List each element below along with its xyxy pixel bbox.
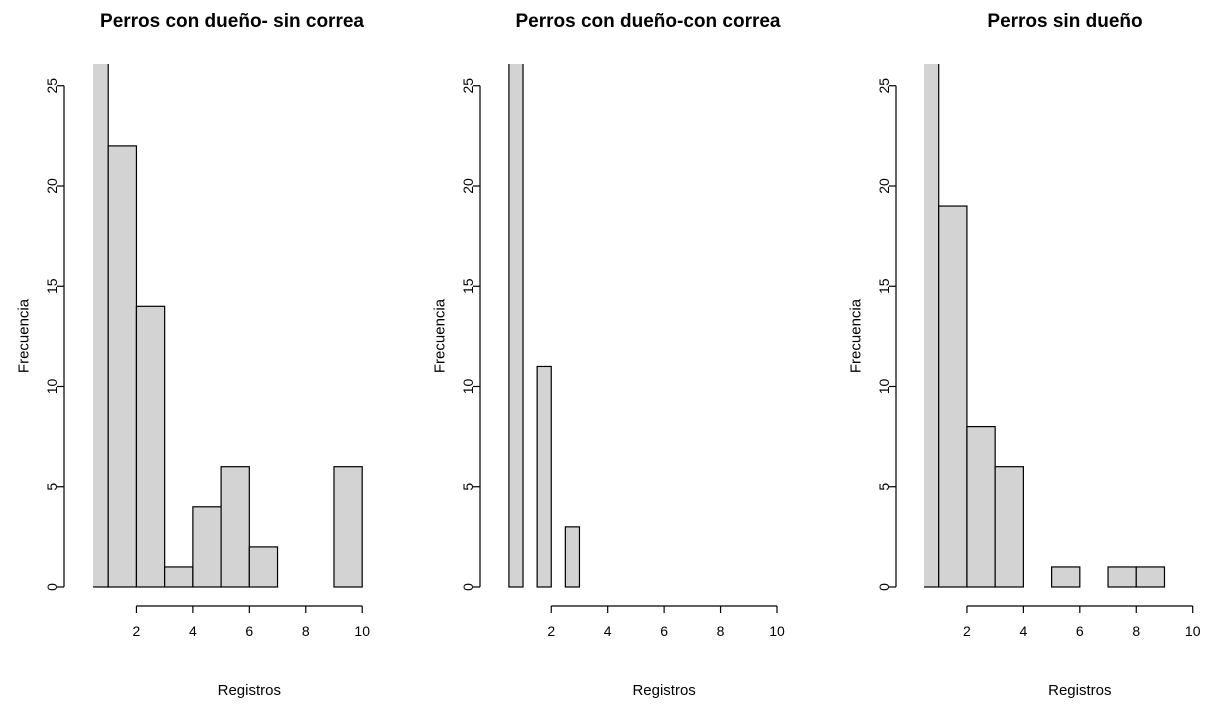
histogram-bar — [93, 64, 109, 588]
histogram-bar — [107, 145, 138, 588]
histogram-bar — [333, 466, 363, 588]
histogram-bar — [1050, 566, 1081, 588]
x-tick-label: 8 — [1132, 623, 1140, 639]
histogram-bar — [924, 64, 940, 588]
x-tick-label: 6 — [1076, 623, 1084, 639]
y-axis: 0 5 10 15 20 25 — [44, 78, 65, 591]
y-axis-label: Frecuencia — [16, 298, 33, 373]
x-axis-label: Registros — [218, 682, 281, 699]
x-tick-label: 10 — [769, 623, 785, 639]
panel-title: Perros sin dueño — [987, 11, 1142, 32]
y-tick-label: 5 — [876, 483, 892, 491]
y-tick-label: 25 — [876, 78, 892, 94]
histogram-bar — [192, 506, 222, 588]
histogram-bar — [564, 526, 581, 588]
y-tick-label: 5 — [44, 483, 60, 491]
x-tick-label: 2 — [547, 623, 555, 639]
y-tick-label: 20 — [44, 178, 60, 194]
histogram-panel-1: Perros con dueño- sin correa 2 4 6 8 10 0 5 10 15… — [16, 11, 371, 699]
y-tick-label: 10 — [460, 379, 476, 395]
y-tick-label: 0 — [876, 583, 892, 591]
y-tick-label: 10 — [44, 379, 60, 395]
x-axis: 2 4 6 8 10 — [133, 605, 370, 639]
y-tick-label: 15 — [44, 278, 60, 294]
x-axis: 2 4 6 8 10 — [547, 605, 785, 639]
bars — [924, 64, 1166, 588]
x-tick-label: 6 — [660, 623, 668, 639]
y-axis: 0 5 10 15 20 25 — [460, 78, 481, 591]
histogram-bar — [248, 546, 279, 588]
histogram-bar — [135, 305, 166, 588]
y-tick-label: 5 — [460, 483, 476, 491]
histogram-bar — [536, 365, 552, 588]
x-tick-label: 2 — [963, 623, 971, 639]
bars — [93, 64, 363, 588]
panel-title: Perros con dueño-con correa — [515, 11, 780, 32]
y-tick-label: 25 — [460, 78, 476, 94]
histogram-bar — [508, 64, 524, 588]
x-tick-label: 6 — [245, 623, 253, 639]
y-tick-label: 15 — [460, 278, 476, 294]
bars — [508, 64, 581, 588]
x-axis-label: Registros — [632, 682, 695, 699]
x-tick-label: 2 — [133, 623, 141, 639]
x-tick-label: 10 — [354, 623, 370, 639]
histogram-panel-2: Perros con dueño-con correa 2 4 6 8 10 0 5 10 15 2… — [432, 11, 785, 699]
histogram-bar — [938, 205, 968, 588]
y-axis-label: Frecuencia — [848, 298, 865, 373]
y-tick-label: 25 — [44, 78, 60, 94]
y-tick-label: 10 — [876, 379, 892, 395]
histogram-bar — [1135, 566, 1166, 588]
x-tick-label: 4 — [604, 623, 612, 639]
y-tick-label: 0 — [460, 583, 476, 591]
y-tick-label: 15 — [876, 278, 892, 294]
y-tick-label: 20 — [876, 178, 892, 194]
histogram-bar — [966, 426, 996, 588]
y-axis-label: Frecuencia — [432, 298, 449, 373]
x-axis-label: Registros — [1048, 682, 1111, 699]
y-tick-label: 0 — [44, 583, 60, 591]
x-tick-label: 4 — [189, 623, 197, 639]
x-tick-label: 4 — [1019, 623, 1027, 639]
y-axis: 0 5 10 15 20 25 — [876, 78, 897, 591]
x-tick-label: 10 — [1185, 623, 1201, 639]
x-axis: 2 4 6 8 10 — [963, 605, 1201, 639]
histogram-bar — [1107, 566, 1137, 588]
histogram-bar — [994, 466, 1024, 588]
histogram-bar — [164, 566, 194, 588]
x-tick-label: 8 — [717, 623, 725, 639]
x-tick-label: 8 — [302, 623, 310, 639]
histogram-bar — [220, 466, 250, 588]
y-tick-label: 20 — [460, 178, 476, 194]
histogram-panel-3: Perros sin dueño 2 4 6 8 10 0 5 10 15 20 25 Registro… — [848, 11, 1201, 699]
panel-title: Perros con dueño- sin correa — [100, 11, 364, 32]
